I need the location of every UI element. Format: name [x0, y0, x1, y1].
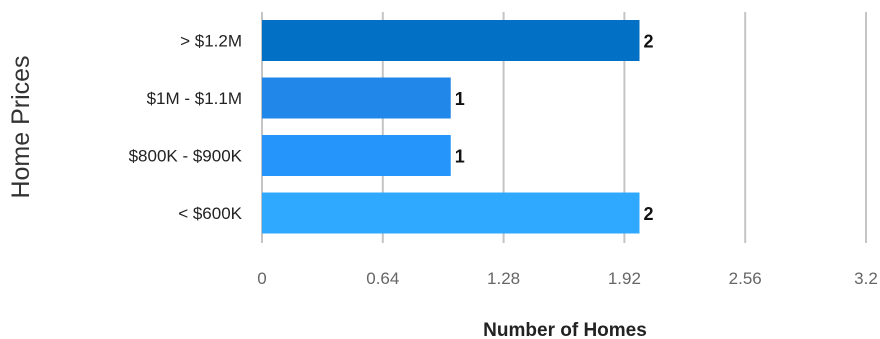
x-tick-label: 2.56 — [729, 269, 762, 288]
bar — [262, 135, 451, 176]
data-label: 2 — [644, 204, 654, 224]
x-tick-label: 1.92 — [608, 269, 641, 288]
bar — [262, 77, 451, 119]
category-label: $1M - $1.1M — [147, 89, 242, 108]
y-axis-title: Home Prices — [7, 55, 35, 198]
bar — [262, 192, 640, 234]
category-label: < $600K — [178, 204, 242, 223]
x-axis-title: Number of Homes — [483, 320, 647, 339]
x-tick-label: 0.64 — [366, 269, 399, 288]
data-label: 1 — [455, 147, 465, 167]
category-labels: > $1.2M $1M - $1.1M $800K - $900K < $600K — [129, 32, 243, 224]
x-tick-label: 0 — [257, 269, 266, 288]
bar — [262, 20, 640, 61]
x-tick-label: 1.28 — [487, 269, 520, 288]
data-label: 1 — [455, 89, 465, 109]
category-label: > $1.2M — [180, 32, 242, 51]
bars — [262, 20, 640, 234]
data-label: 2 — [644, 32, 654, 52]
x-tick-labels: 0 0.64 1.28 1.92 2.56 3.2 — [257, 269, 878, 288]
data-labels: 2 1 1 2 — [455, 32, 654, 225]
category-label: $800K - $900K — [129, 147, 243, 166]
x-tick-label: 3.2 — [854, 269, 878, 288]
